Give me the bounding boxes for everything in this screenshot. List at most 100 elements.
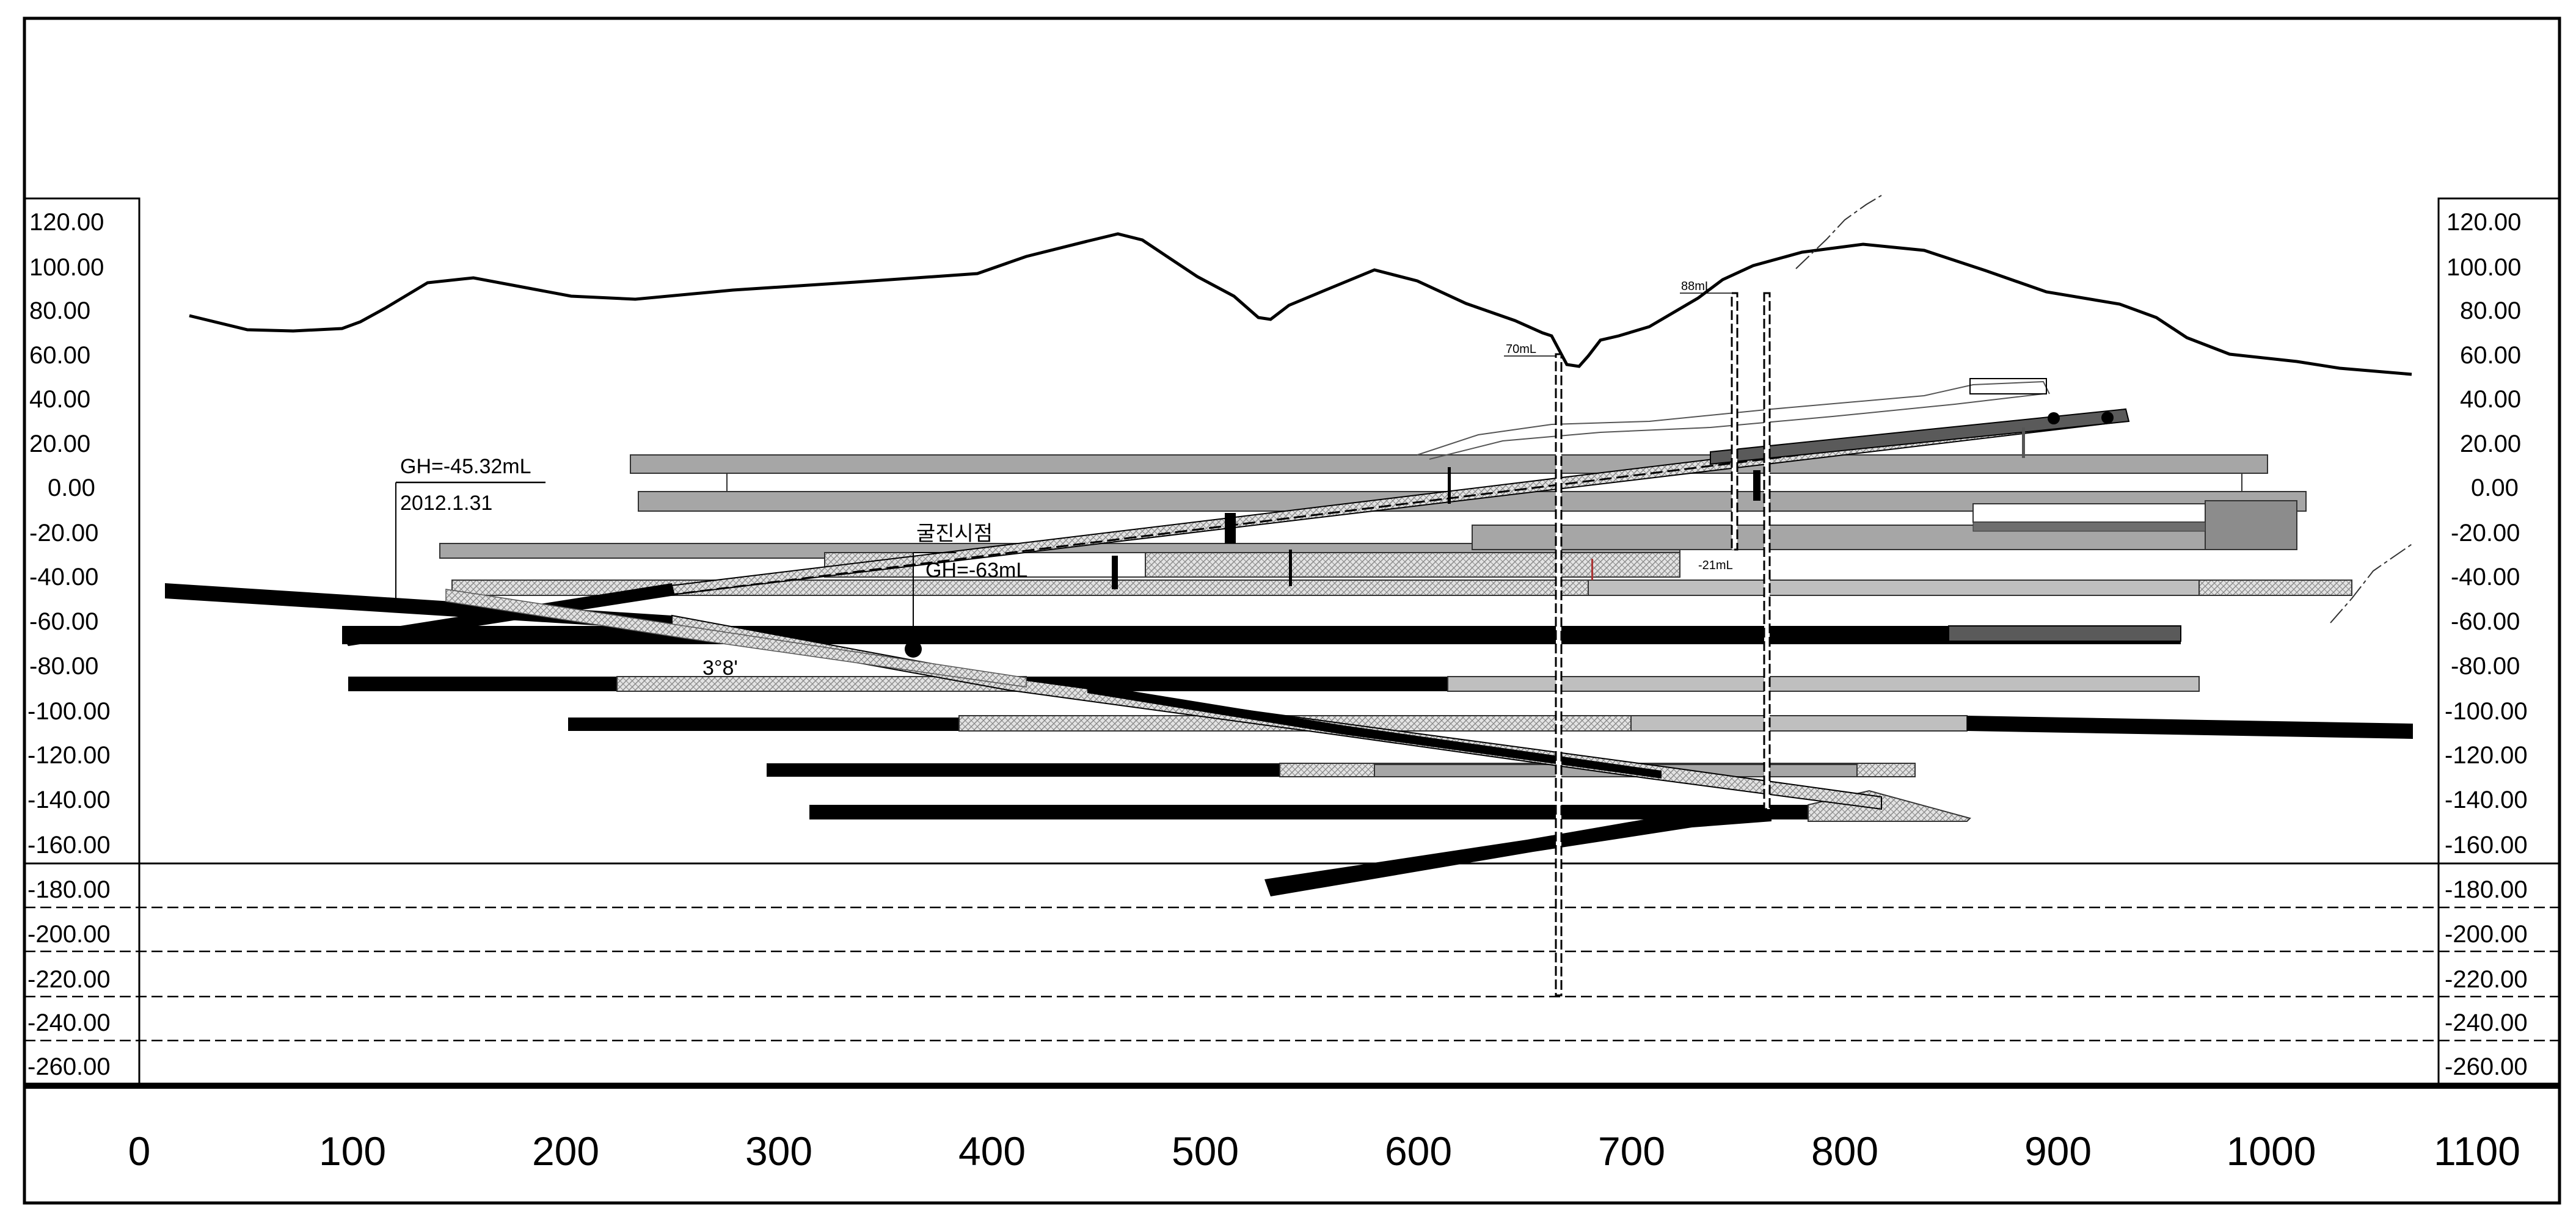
y-label: 120.00 <box>29 209 104 236</box>
y-label: -180.00 <box>2445 876 2528 903</box>
upper-drift-lines <box>1417 380 2050 456</box>
level-drift <box>1948 625 2181 642</box>
thin-surface-line <box>2330 543 2414 623</box>
raise-mark <box>1289 550 1292 586</box>
vertical-shaft <box>1731 292 1739 551</box>
y-label: -140.00 <box>2445 787 2528 813</box>
y-axis-left: 120.00 100.00 80.00 60.00 40.00 20.00 0.… <box>27 209 111 1080</box>
date-label: 2012.1.31 <box>400 492 492 515</box>
y-label: 20.00 <box>29 431 90 457</box>
upper-drift-lines <box>1429 393 2044 460</box>
level-drift <box>1630 715 1968 732</box>
main-level-black <box>767 763 1280 777</box>
y-label: 80.00 <box>29 297 90 324</box>
y-label: -40.00 <box>2451 564 2520 590</box>
station-point <box>2101 412 2114 424</box>
y-label: 120.00 <box>2446 209 2521 236</box>
inclined-drift-down <box>1087 684 1662 779</box>
raise-mark <box>1112 556 1118 589</box>
shaft-level-label: 70mL <box>1506 343 1536 356</box>
thin-surface-line <box>1795 195 1882 269</box>
y-label: -80.00 <box>29 653 98 680</box>
x-label: 600 <box>1385 1128 1452 1174</box>
level-label: -21mL <box>1698 559 1733 572</box>
y-axis-right: 120.00 100.00 80.00 60.00 40.00 20.00 0.… <box>2445 209 2528 1080</box>
main-level-black <box>165 583 672 630</box>
raise-mark <box>2022 427 2025 458</box>
main-level-black <box>342 626 2181 644</box>
main-level-black <box>342 583 675 646</box>
y-label: -240.00 <box>27 1009 111 1036</box>
y-label: -200.00 <box>2445 921 2528 948</box>
y-label: 60.00 <box>29 342 90 369</box>
x-label: 200 <box>532 1128 599 1174</box>
y-label: 40.00 <box>29 386 90 413</box>
y-label: 80.00 <box>2460 297 2521 324</box>
x-label: 400 <box>958 1128 1026 1174</box>
y-label: 100.00 <box>2446 254 2521 281</box>
y-label: 20.00 <box>2460 431 2521 457</box>
level-drift <box>1447 676 2200 692</box>
y-label: -180.00 <box>27 876 111 903</box>
y-label: -120.00 <box>27 742 111 769</box>
y-label: -100.00 <box>27 698 111 725</box>
level-drift <box>1588 579 2200 596</box>
x-label: 700 <box>1598 1128 1665 1174</box>
x-label: 1100 <box>2434 1128 2520 1174</box>
y-label: 40.00 <box>2460 386 2521 413</box>
raise-mark <box>1753 470 1761 501</box>
raise-mark <box>1225 513 1236 543</box>
x-axis: 0 100 200 300 400 500 600 700 800 900 10… <box>128 1128 2520 1174</box>
y-label: -160.00 <box>27 832 111 859</box>
y-label: -80.00 <box>2451 653 2520 680</box>
y-label: -260.00 <box>2445 1053 2528 1080</box>
gh-level-label: GH=-45.32mL <box>400 455 531 478</box>
y-label: 0.00 <box>2471 474 2519 501</box>
y-label: -220.00 <box>2445 966 2528 993</box>
ground-surface-profile <box>189 232 2412 376</box>
inclined-drift <box>1710 408 2130 465</box>
level-drift <box>2205 500 2297 550</box>
x-label: 800 <box>1811 1128 1878 1174</box>
level-box <box>1969 378 2047 394</box>
start-point-marker <box>905 641 922 658</box>
vertical-shaft <box>1763 292 1771 810</box>
start-gh-label: GH=-63mL <box>925 559 1027 582</box>
main-level-black <box>1967 716 2413 739</box>
y-label: -220.00 <box>27 966 111 993</box>
y-label: -120.00 <box>2445 742 2528 769</box>
y-label: 100.00 <box>29 254 104 281</box>
raise-mark <box>1448 467 1451 504</box>
y-label: -140.00 <box>27 787 111 813</box>
y-label: 60.00 <box>2460 342 2521 369</box>
main-level-black <box>809 805 1811 819</box>
y-label: -20.00 <box>29 520 98 547</box>
x-label: 0 <box>128 1128 151 1174</box>
y-label: -240.00 <box>2445 1009 2528 1036</box>
station-point <box>2048 412 2060 424</box>
angle-label: 3°8' <box>702 656 738 680</box>
x-label: 300 <box>745 1128 812 1174</box>
y-label: -200.00 <box>27 921 111 948</box>
shaft-level-label: 88mL <box>1681 280 1712 293</box>
y-label: -100.00 <box>2445 698 2528 725</box>
y-label: -40.00 <box>29 564 98 590</box>
y-label: 0.00 <box>48 474 95 501</box>
level-drift <box>1972 521 2206 532</box>
main-level-black <box>568 718 971 731</box>
y-label: -60.00 <box>2451 608 2520 635</box>
y-label: -160.00 <box>2445 832 2528 859</box>
x-label: 100 <box>319 1128 386 1174</box>
y-label: -20.00 <box>2451 520 2520 547</box>
x-label: 900 <box>2024 1128 2092 1174</box>
x-label: 500 <box>1172 1128 1239 1174</box>
x-label: 1000 <box>2227 1128 2316 1174</box>
inclined-drift-up <box>1264 805 1771 896</box>
level-drift <box>1972 503 2206 523</box>
inclined-drift <box>445 589 1027 688</box>
vertical-shaft <box>1555 353 1563 997</box>
start-point-label: 굴진시점 <box>916 522 993 545</box>
y-label: -60.00 <box>29 608 98 635</box>
inclined-drift-down <box>671 614 1882 810</box>
